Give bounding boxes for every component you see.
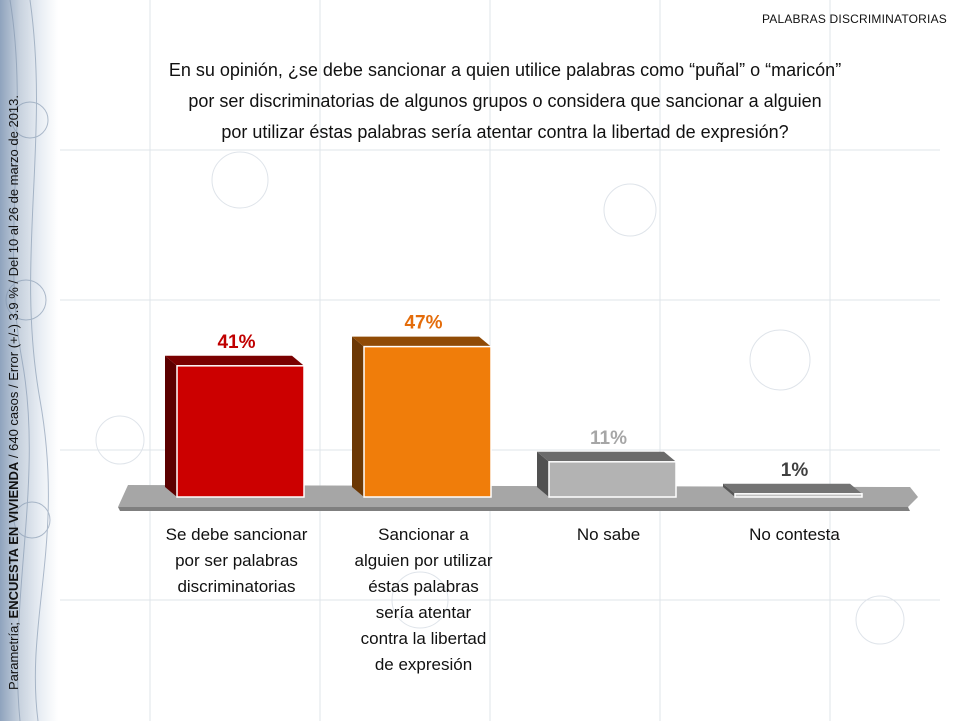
bar xyxy=(363,345,492,498)
bar-side xyxy=(165,355,177,497)
question-line: por utilizar éstas palabras sería atenta… xyxy=(221,122,789,142)
bar-top xyxy=(352,336,491,347)
category-label-line: por ser palabras xyxy=(175,551,298,570)
category-label-line: Sancionar a xyxy=(378,525,469,544)
bar-top xyxy=(537,451,676,462)
bar-top xyxy=(723,483,862,494)
bar xyxy=(176,365,305,498)
category-label-line: Se debe sancionar xyxy=(165,525,308,544)
category-label-line: alguien por utilizar xyxy=(354,551,493,570)
category-label: No contesta xyxy=(705,522,885,548)
data-label: 47% xyxy=(404,313,442,334)
category-label-line: No contesta xyxy=(749,525,840,544)
question-line: En su opinión, ¿se debe sancionar a quie… xyxy=(168,60,842,80)
strip-pattern xyxy=(5,0,51,721)
survey-question: En su opinión, ¿se debe sancionar a quie… xyxy=(120,55,890,148)
category-label-line: contra la libertad xyxy=(360,629,487,648)
data-label: 1% xyxy=(781,460,809,481)
bar xyxy=(548,461,677,498)
category-label-line: sería atentar xyxy=(375,603,472,622)
category-label-line: éstas palabras xyxy=(368,577,479,596)
category-label-line: No sabe xyxy=(576,525,641,544)
data-label: 11% xyxy=(590,428,627,449)
category-label: Se debe sancionar por ser palabras discrim… xyxy=(147,522,327,600)
bar-side xyxy=(723,483,735,497)
question-line: por ser discriminatorias de algunos grup… xyxy=(188,91,822,111)
category-label-line: de expresión xyxy=(374,655,473,674)
bar-top xyxy=(165,355,304,366)
section-tag: PALABRAS DISCRIMINATORIAS xyxy=(761,12,947,26)
category-label: No sabe xyxy=(519,522,699,548)
bar xyxy=(734,493,863,498)
data-label: 41% xyxy=(217,332,255,353)
left-decorative-strip xyxy=(0,0,58,721)
bar-side xyxy=(352,336,364,497)
category-label-line: discriminatorias xyxy=(177,577,296,596)
bar-side xyxy=(537,451,549,497)
chart-floor xyxy=(118,485,918,507)
category-label: Sancionar a alguien por utilizar éstas pal… xyxy=(334,522,514,678)
chart-floor-edge xyxy=(118,507,910,511)
